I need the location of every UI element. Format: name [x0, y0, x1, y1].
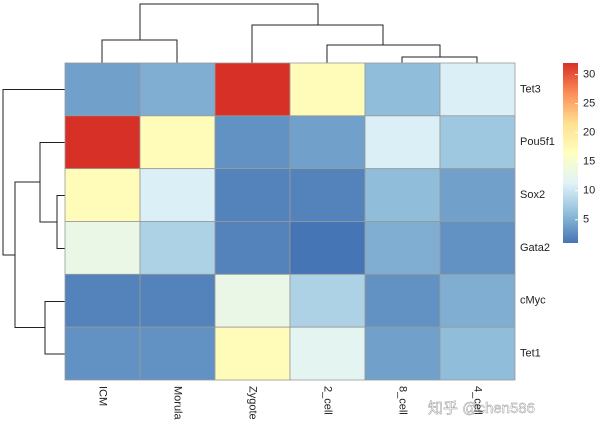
- heatmap-cell: [139, 326, 216, 381]
- row-label: cMyc: [520, 295, 546, 307]
- row-label: Pou5f1: [520, 136, 555, 148]
- heatmap-cell: [289, 221, 366, 275]
- heatmap-cell: [64, 168, 141, 222]
- heatmap-cell: [64, 326, 141, 381]
- heatmap-cell: [439, 326, 516, 381]
- row-label: Sox2: [520, 189, 545, 201]
- heatmap-cell: [364, 273, 441, 328]
- color-tick-label: 10: [583, 185, 595, 197]
- heatmap-cell: [364, 168, 441, 222]
- heatmap-cell: [439, 168, 516, 222]
- column-label: Morula: [172, 386, 184, 421]
- heatmap-cell: [289, 273, 366, 328]
- heatmap-cell: [364, 62, 441, 117]
- row-label: Gata2: [520, 242, 550, 254]
- heatmap-cell: [364, 115, 441, 170]
- heatmap-cell: [214, 62, 291, 117]
- column-label: Zygote: [247, 386, 259, 420]
- color-tick-label: 25: [583, 98, 595, 110]
- heatmap-cell: [139, 273, 216, 328]
- heatmap-cell: [139, 168, 216, 222]
- heatmap-cell: [214, 221, 291, 275]
- heatmap-cell: [214, 273, 291, 328]
- heatmap-cell: [139, 221, 216, 275]
- heatmap-cell: [214, 168, 291, 222]
- heatmap-cell: [439, 115, 516, 170]
- column-label: 2_cell: [322, 386, 334, 415]
- column-label: 4_cell: [472, 386, 484, 415]
- heatmap-cell: [64, 115, 141, 170]
- heatmap-cell: [289, 115, 366, 170]
- color-tick-label: 30: [583, 69, 595, 81]
- heatmap-cell: [64, 221, 141, 275]
- heatmap-cell: [289, 326, 366, 381]
- heatmap-cell: [364, 326, 441, 381]
- heatmap-cell: [364, 221, 441, 275]
- heatmap-cell: [439, 273, 516, 328]
- watermark: 知乎 @chen586: [428, 400, 535, 417]
- heatmap-cell: [289, 168, 366, 222]
- color-tick-label: 5: [583, 214, 589, 226]
- column-label: ICM: [97, 386, 109, 406]
- heatmap-cell: [139, 62, 216, 117]
- heatmap-cell: [214, 326, 291, 381]
- heatmap-cell: [439, 62, 516, 117]
- row-label: Tet3: [520, 83, 541, 95]
- heatmap-cell: [214, 115, 291, 170]
- color-bar: [563, 63, 578, 243]
- heatmap-cell: [439, 221, 516, 275]
- heatmap-cell: [139, 115, 216, 170]
- row-dendrogram: [2, 89, 65, 355]
- color-tick-label: 15: [583, 156, 595, 168]
- color-tick-label: 20: [583, 127, 595, 139]
- heatmap-cell: [64, 273, 141, 328]
- column-label: 8_cell: [397, 386, 409, 415]
- row-label: Tet1: [520, 347, 541, 359]
- column-dendrogram: [101, 3, 478, 63]
- heatmap-cell: [289, 62, 366, 117]
- heatmap-cell: [64, 62, 141, 117]
